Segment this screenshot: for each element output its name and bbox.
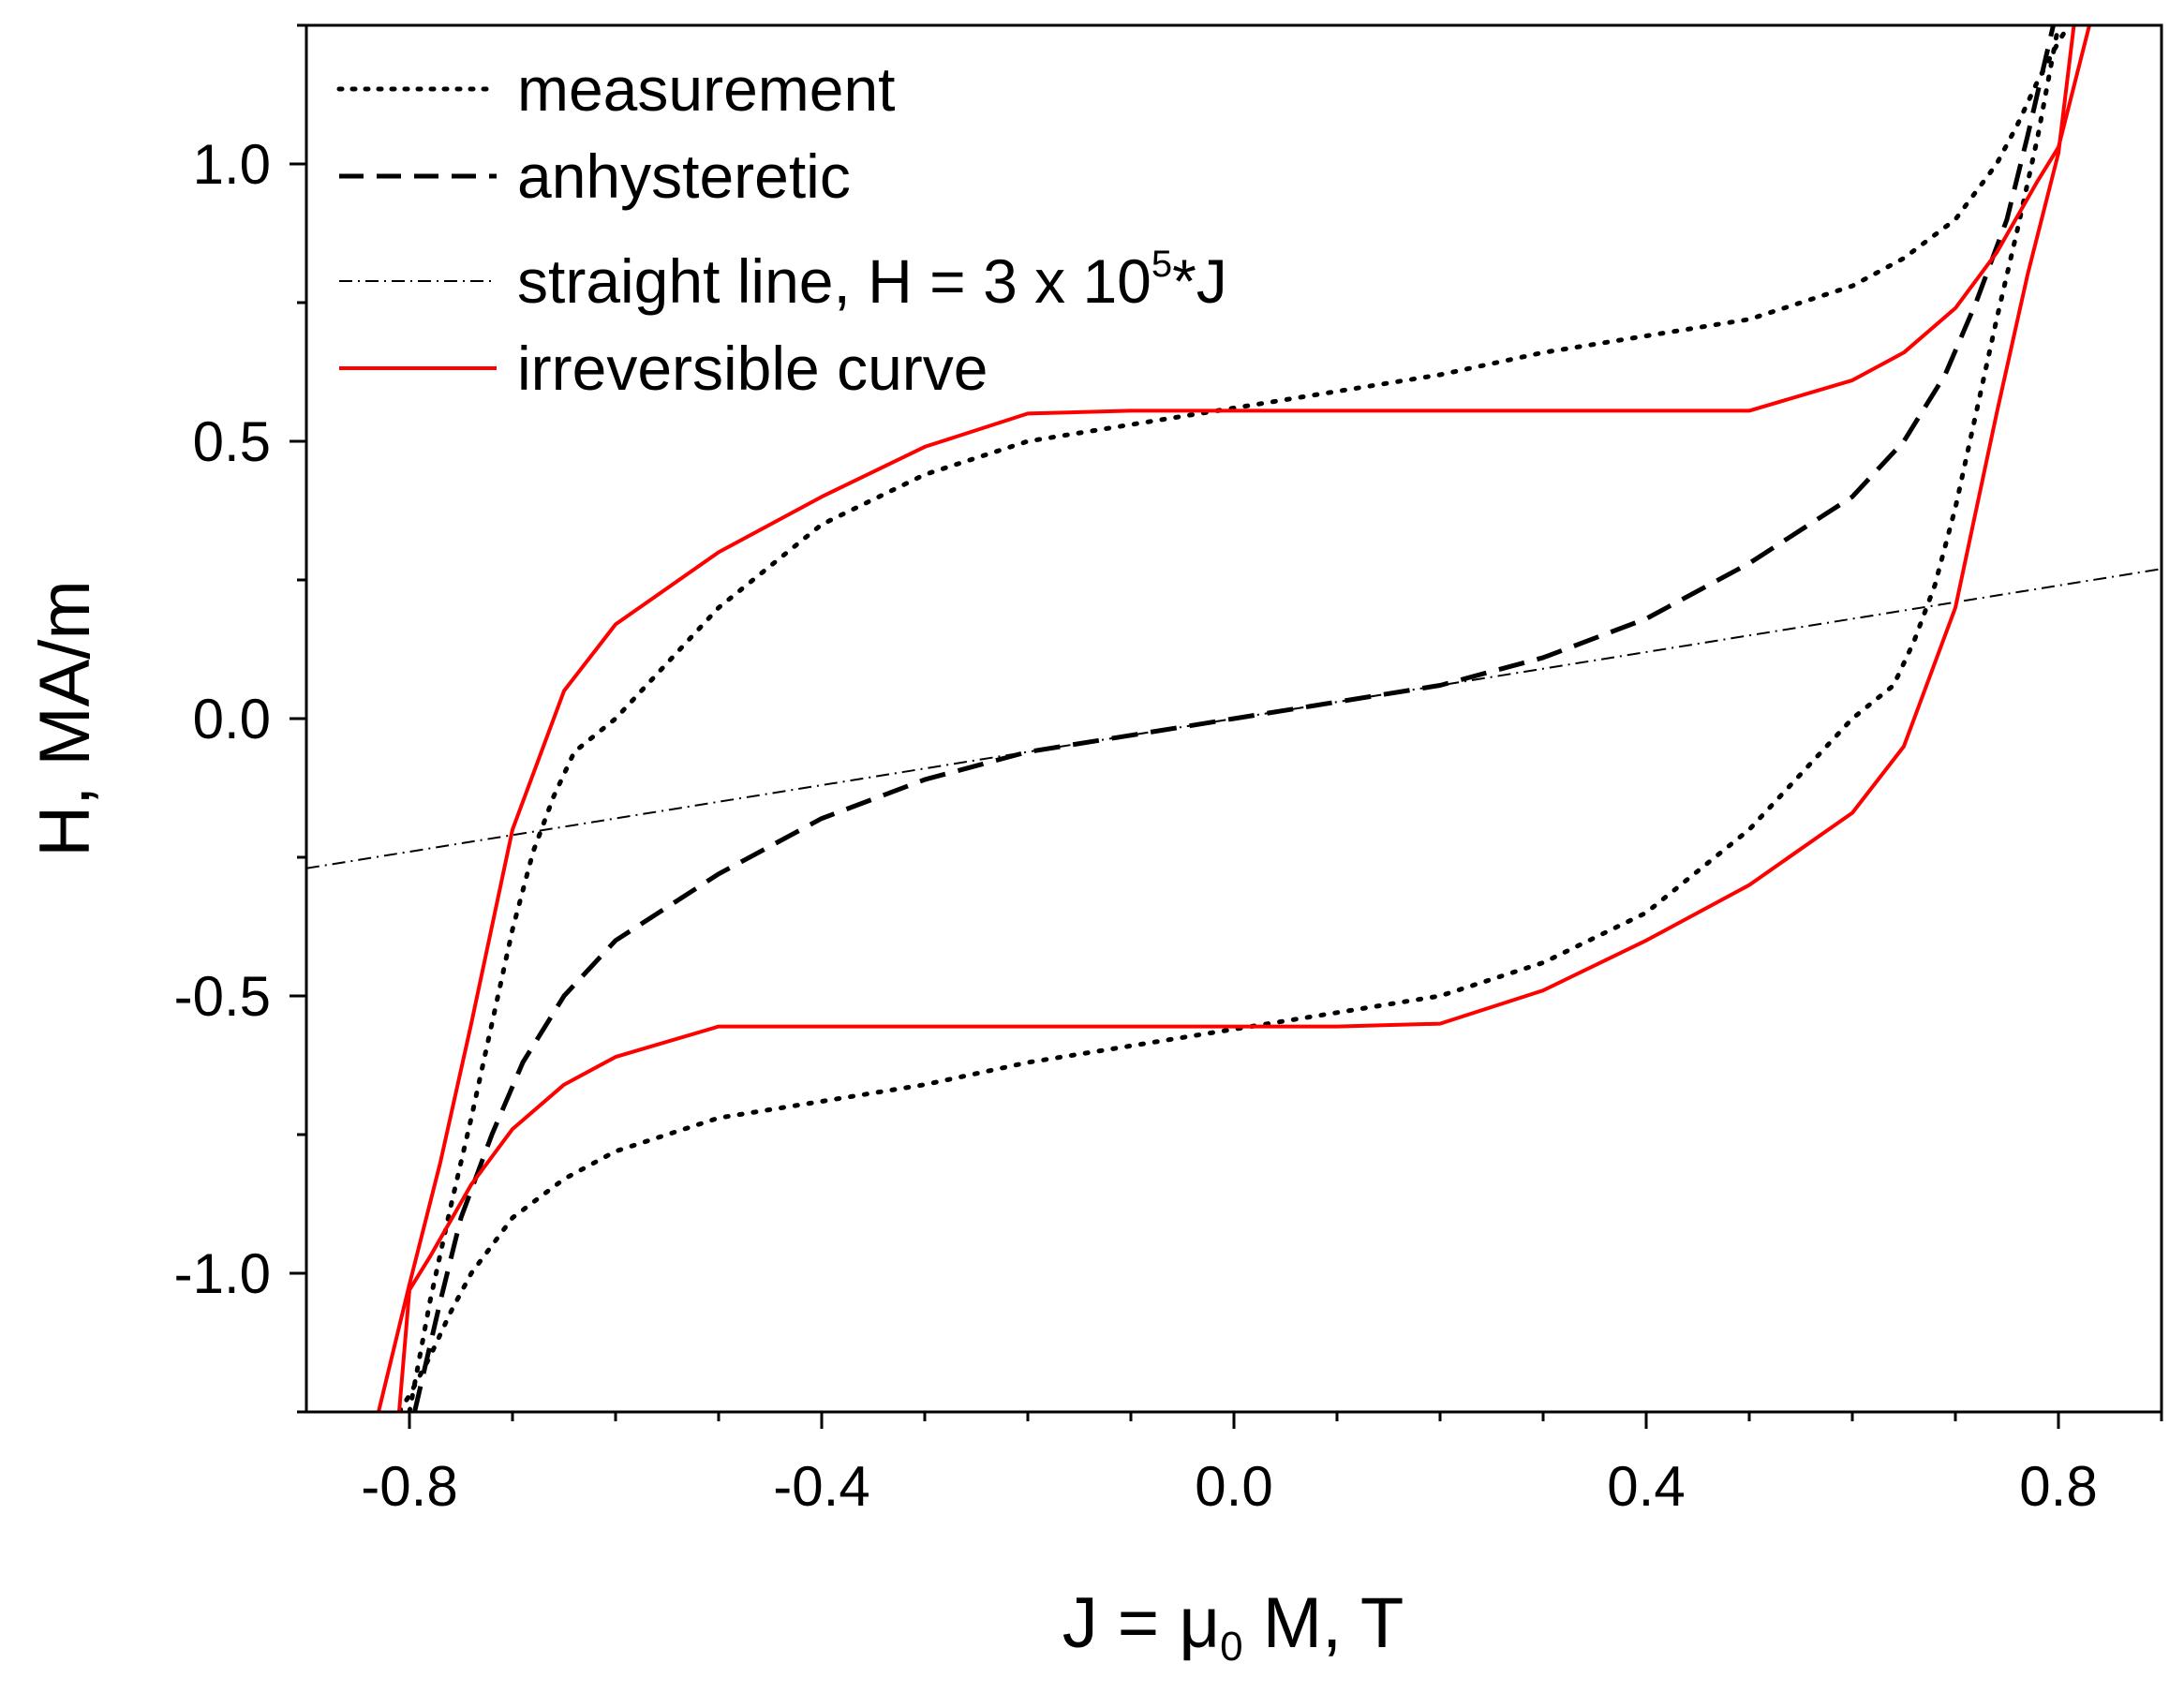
x-tick-label: -0.8 bbox=[361, 1455, 457, 1518]
legend-label-anhysteretic: anhysteretic bbox=[517, 141, 851, 211]
y-tick-label: 1.0 bbox=[193, 133, 271, 196]
x-tick-label: 0.0 bbox=[1195, 1455, 1272, 1518]
y-axis-title: H, MA/m bbox=[25, 580, 105, 857]
x-tick-label: 0.8 bbox=[2019, 1455, 2097, 1518]
x-axis-title: J = μ0 M, T bbox=[1062, 1583, 1404, 1670]
series-measurement-upper bbox=[407, 25, 2072, 1412]
x-tick-label: -0.4 bbox=[773, 1455, 869, 1518]
series-irreversible-lower bbox=[397, 25, 2076, 1412]
ticks-layer: -0.8 -0.4 0.0 0.4 0.8 -1.0 -0.5 0.0 0.5 1.0 bbox=[174, 23, 2163, 1518]
legend-label-measurement: measurement bbox=[517, 54, 896, 124]
y-tick-label: -0.5 bbox=[174, 965, 271, 1028]
series-measurement-lower bbox=[396, 25, 2061, 1412]
x-tick-label: 0.4 bbox=[1607, 1455, 1685, 1518]
legend-label-irreversible: irreversible curve bbox=[517, 334, 988, 403]
y-tick-label: 0.0 bbox=[193, 688, 271, 750]
legend: measurement anhysteretic straight line, … bbox=[336, 54, 1227, 403]
y-tick-label: 0.5 bbox=[193, 410, 271, 473]
y-tick-label: -1.0 bbox=[174, 1242, 271, 1305]
legend-label-straight-line: straight line, H = 3 x 105*J bbox=[517, 244, 1227, 316]
series-irreversible-upper bbox=[377, 25, 2091, 1412]
series-layer bbox=[306, 25, 2162, 1412]
series-anhysteretic bbox=[412, 25, 2056, 1412]
